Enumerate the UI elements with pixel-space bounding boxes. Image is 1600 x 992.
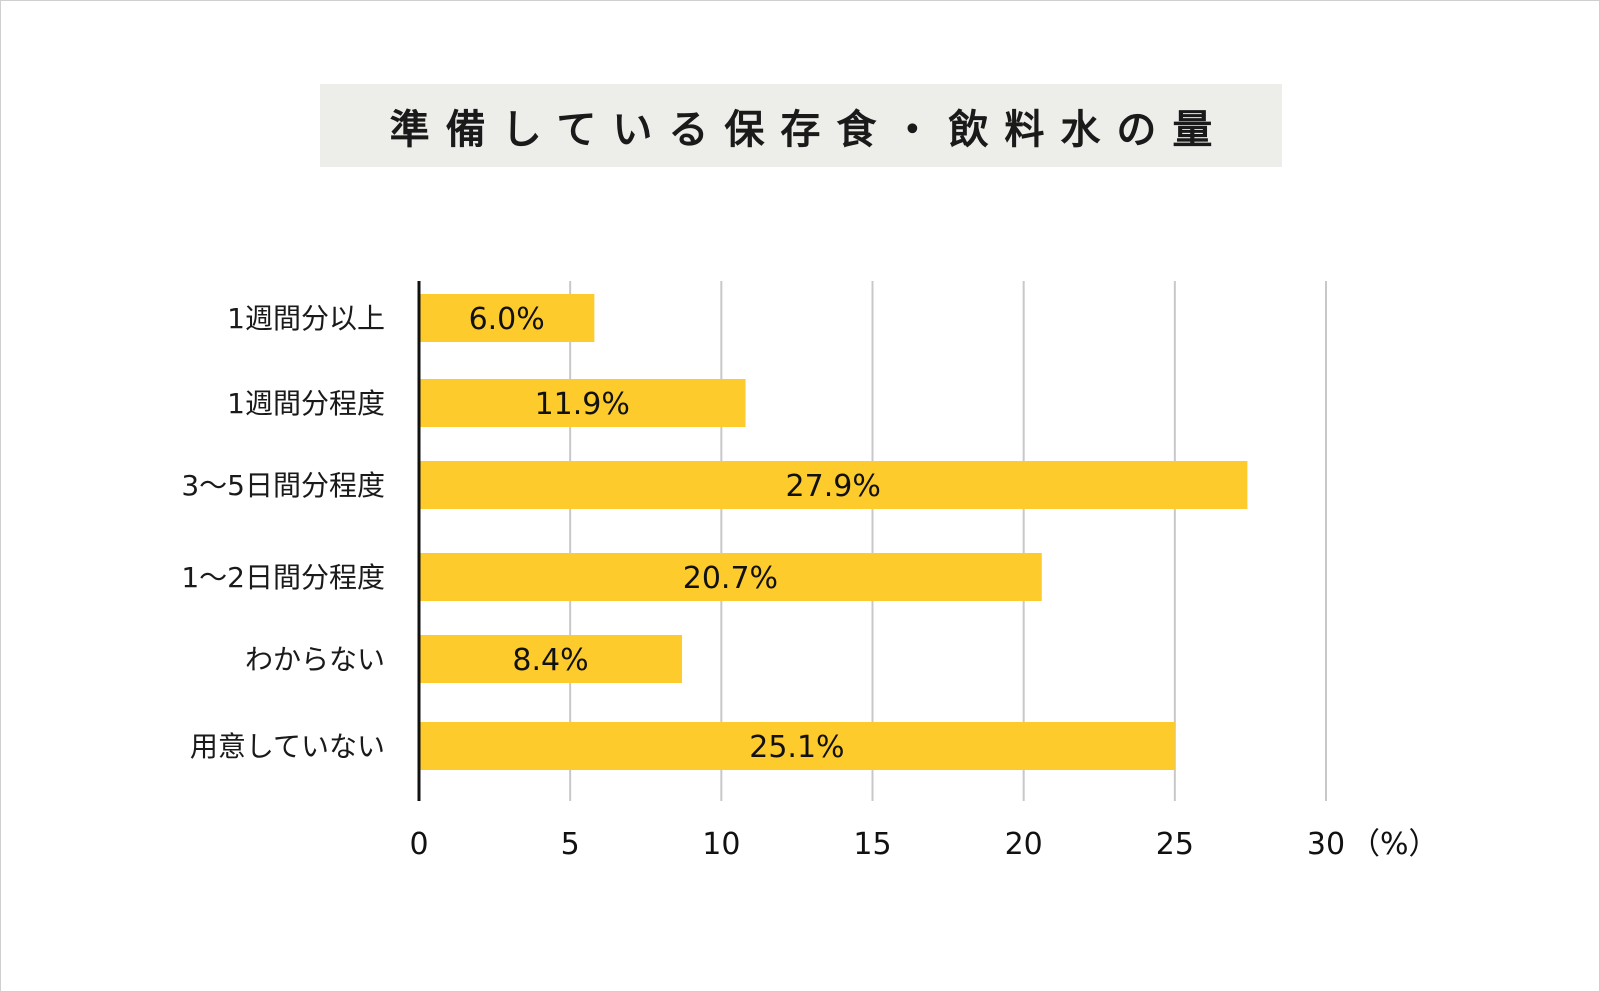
category-label-4: わからない (245, 643, 385, 676)
value-label-5: 25.1% (749, 730, 844, 765)
x-tick-label-30: 30 (1307, 827, 1345, 862)
value-label-1: 11.9% (535, 387, 630, 422)
category-label-3: 1〜2日間分程度 (181, 561, 385, 594)
chart-title: 準備している保存食・飲料水の量 (389, 106, 1229, 153)
x-tick-label-20: 20 (1005, 827, 1043, 862)
category-label-0: 1週間分以上 (227, 302, 385, 335)
x-tick-label-15: 15 (853, 827, 891, 862)
bar-2 (419, 461, 1248, 509)
category-label-1: 1週間分程度 (227, 387, 385, 420)
bar-3 (419, 553, 1042, 601)
value-label-3: 20.7% (683, 561, 778, 596)
category-label-2: 3〜5日間分程度 (181, 469, 385, 502)
bar-4 (419, 635, 683, 683)
x-tick-label-5: 5 (561, 827, 580, 862)
category-label-5: 用意していない (190, 730, 385, 763)
x-tick-label-25: 25 (1156, 827, 1194, 862)
value-label-0: 6.0% (469, 302, 545, 337)
x-tick-label-10: 10 (702, 827, 740, 862)
chart-title-box: 準備している保存食・飲料水の量 (320, 84, 1282, 167)
bar-5 (419, 722, 1175, 770)
x-unit-label: （%） (1350, 827, 1439, 862)
x-tick-label-0: 0 (409, 827, 428, 862)
bar-1 (419, 379, 746, 427)
bar-0 (419, 294, 595, 342)
value-label-2: 27.9% (786, 469, 881, 504)
value-label-4: 8.4% (512, 643, 588, 678)
